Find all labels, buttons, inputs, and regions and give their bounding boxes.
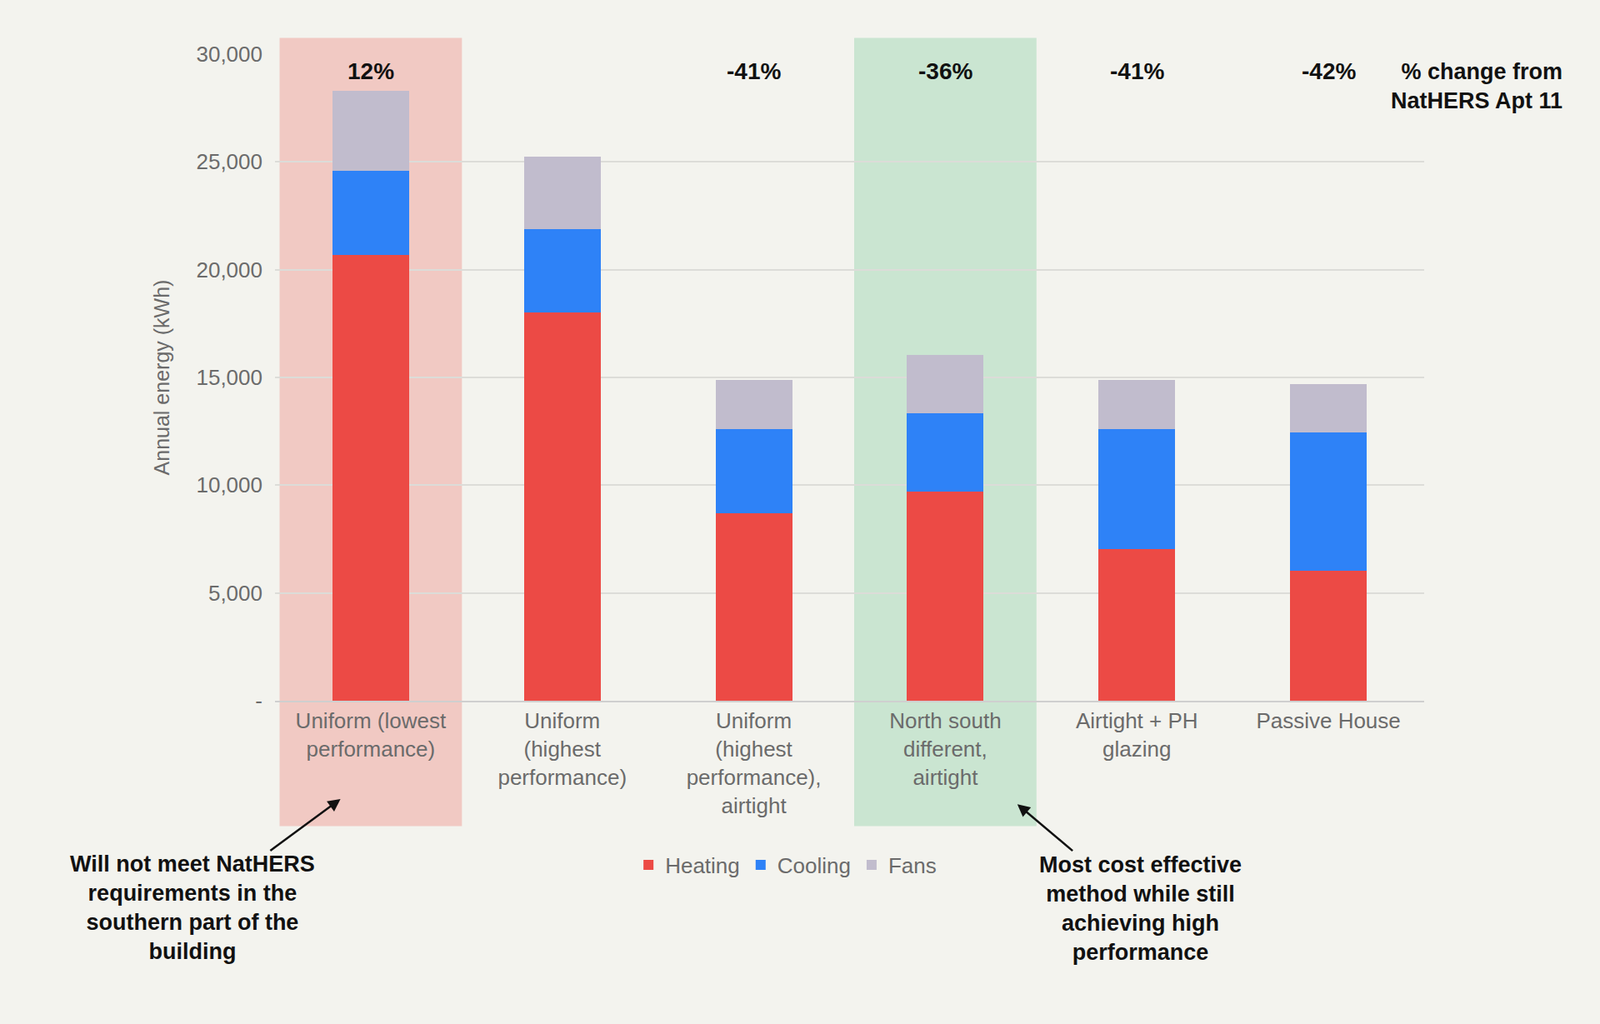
svg-text:5,000: 5,000 [208,580,263,606]
svg-text:Heating: Heating [665,853,740,879]
svg-text:10,000: 10,000 [195,472,263,498]
svg-text:25,000: 25,000 [195,149,263,175]
svg-text:Airtight + PHglazing: Airtight + PHglazing [1075,708,1199,762]
svg-text:Uniform(highestperformance),ai: Uniform(highestperformance),airtight [686,708,822,818]
svg-text:-41%: -41% [1110,58,1165,85]
svg-text:-36%: -36% [918,58,973,85]
svg-text:30,000: 30,000 [195,41,263,67]
svg-text:15,000: 15,000 [195,365,263,390]
svg-text:-42%: -42% [1301,58,1356,85]
svg-text:% change fromNatHERS Apt 11: % change fromNatHERS Apt 11 [1390,59,1563,114]
svg-text:-: - [255,688,263,714]
svg-text:Will not meet NatHERSrequireme: Will not meet NatHERSrequirements in the… [70,851,315,965]
svg-text:Uniform(highestperformance): Uniform(highestperformance) [497,708,627,790]
svg-text:Passive House: Passive House [1255,708,1400,734]
svg-text:20,000: 20,000 [195,257,263,283]
svg-text:Most cost effectivemethod whil: Most cost effectivemethod while stillach… [1039,852,1242,965]
svg-text:-41%: -41% [726,58,781,85]
svg-text:Annual energy (kWh): Annual energy (kWh) [150,280,174,476]
svg-text:12%: 12% [347,58,395,85]
svg-text:Uniform (lowestperformance): Uniform (lowestperformance) [295,708,447,762]
svg-text:Cooling: Cooling [777,853,851,879]
svg-text:Fans: Fans [888,853,937,879]
svg-text:North southdifferent,airtight: North southdifferent,airtight [889,708,1001,790]
